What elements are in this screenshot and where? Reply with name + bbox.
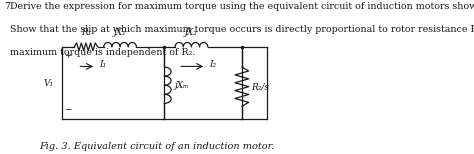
Text: Fig. 3. Equivalent circuit of an induction motor.: Fig. 3. Equivalent circuit of an inducti… (39, 142, 274, 151)
Text: V₁: V₁ (44, 79, 54, 87)
Text: maximum torque is independent of R₂.: maximum torque is independent of R₂. (4, 48, 195, 57)
Text: R₁: R₁ (81, 28, 91, 37)
Text: R₂/s: R₂/s (251, 82, 269, 91)
Text: Derive the expression for maximum torque using the equivalent circuit of inducti: Derive the expression for maximum torque… (4, 2, 474, 11)
Text: 7.: 7. (4, 2, 13, 11)
Text: −: − (64, 104, 72, 113)
Text: jX₂: jX₂ (185, 28, 198, 37)
Text: I₂: I₂ (209, 60, 217, 69)
Text: jXₘ: jXₘ (174, 81, 189, 90)
Text: +: + (64, 51, 72, 60)
Text: jX₁: jX₁ (114, 28, 127, 37)
Text: I₁: I₁ (99, 60, 106, 69)
Text: Show that the slip at which maximum torque occurs is directly proportional to ro: Show that the slip at which maximum torq… (4, 25, 474, 34)
